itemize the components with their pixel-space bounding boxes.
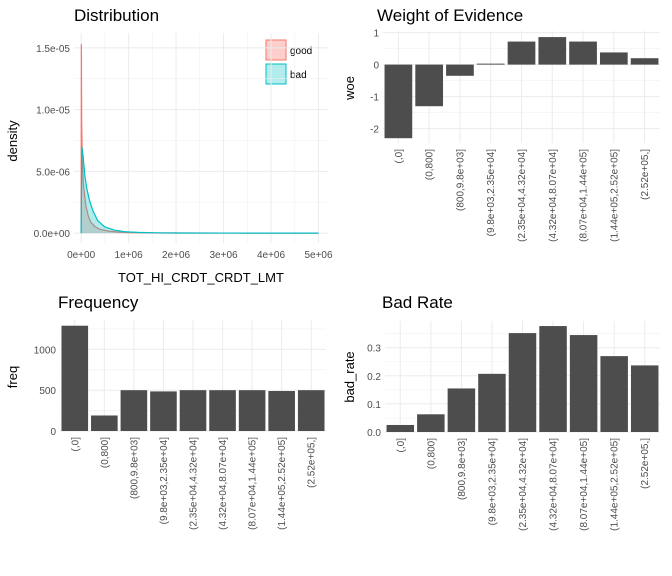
legend-label-bad: bad (290, 70, 307, 81)
woe-bar (630, 58, 659, 65)
bad-rate-bar (508, 333, 537, 432)
woe-bar (538, 37, 567, 65)
frequency-x-tick-label: (2.35e+04,4.32e+04] (189, 437, 200, 530)
woe-x-tick-label: (2.35e+04,4.32e+04] (517, 149, 528, 242)
bad-rate-x-tick-label: (1.44e+05,2.52e+05] (610, 438, 621, 531)
distribution-y-tick-label: 0.0e+00 (34, 229, 71, 240)
distribution-title: Distribution (74, 6, 159, 25)
frequency-bar (238, 390, 266, 431)
bad-rate-x-tick-label: (2.52e+05,] (640, 438, 651, 489)
frequency-x-tick-label: (0,800] (100, 437, 111, 468)
bad-rate-y-tick-label: 0.3 (367, 344, 381, 355)
bad-rate-y-axis-label: bad_rate (342, 351, 357, 402)
bad-rate-y-tick-label: 0.0 (367, 428, 381, 439)
bad-rate-bar (447, 388, 476, 432)
woe-bar (476, 63, 505, 65)
bad-rate-x-tick-label: (0,800] (426, 438, 437, 469)
woe-panel: Weight of Evidence woe -2 -1 0 1 (,0] (0,800]… (342, 6, 660, 242)
bad-rate-x-tick-label: (4.32e+04,8.07e+04] (549, 438, 560, 531)
bad-rate-x-tick-label: (2.35e+04,4.32e+04] (518, 438, 529, 531)
legend-label-good: good (290, 46, 312, 57)
woe-bar (415, 64, 444, 107)
frequency-y-axis-label: freq (5, 366, 20, 388)
frequency-bar (150, 391, 177, 431)
woe-x-tick-label: (8.07e+04,1.44e+05] (579, 149, 590, 242)
frequency-bar (179, 390, 207, 431)
woe-y-tick-label: -1 (370, 93, 379, 104)
distribution-x-tick-label: 4e+06 (257, 250, 286, 261)
bad-rate-x-tick-label: (800,9.8e+03] (457, 438, 468, 500)
distribution-x-tick-label: 2e+06 (162, 250, 191, 261)
woe-x-tick-label: (9.8e+03,2.35e+04] (486, 149, 497, 237)
bad-rate-x-tick-label: (9.8e+03,2.35e+04] (487, 438, 498, 526)
distribution-x-axis-label: TOT_HI_CRDT_CRDT_LMT (118, 270, 284, 285)
woe-bar (384, 64, 413, 139)
woe-y-tick-label: 0 (373, 61, 379, 72)
distribution-grid (74, 33, 328, 243)
woe-x-tick-label: (1.44e+05,2.52e+05] (609, 149, 620, 242)
legend-swatch-bad (265, 63, 287, 85)
frequency-y-tick-label: 500 (39, 386, 56, 397)
bad-rate-bar (539, 326, 567, 432)
frequency-bar (297, 390, 325, 431)
bad-rate-title: Bad Rate (382, 293, 453, 312)
frequency-bar (61, 325, 89, 431)
distribution-y-tick-label: 5.0e-06 (36, 167, 70, 178)
frequency-x-tick-label: (800,9.8e+03] (129, 437, 140, 499)
woe-y-tick-label: -2 (370, 125, 379, 136)
frequency-bar (209, 390, 236, 431)
distribution-y-tick-label: 1.5e-05 (36, 44, 70, 55)
frequency-bar (268, 391, 295, 431)
density-line-bad (80, 146, 319, 234)
legend-swatch-good (265, 39, 287, 61)
distribution-panel: Distribution TOT_HI_CRDT_CRDT_LMT densit… (5, 6, 333, 285)
bad-rate-bar (600, 356, 628, 432)
frequency-title: Frequency (58, 293, 139, 312)
frequency-x-tick-label: (1.44e+05,2.52e+05] (277, 437, 288, 530)
woe-y-tick-label: 1 (373, 29, 379, 40)
bad-rate-bar (630, 365, 659, 432)
distribution-y-axis-label: density (5, 120, 20, 162)
bad-rate-y-tick-label: 0.1 (367, 400, 381, 411)
woe-title: Weight of Evidence (377, 6, 523, 25)
woe-x-tick-label: (,0] (394, 149, 405, 164)
bad-rate-panel: Bad Rate bad_rate 0.0 0.1 0.2 0.3 (,0] (0,800… (342, 293, 660, 531)
woe-bar (569, 41, 597, 65)
bad-rate-x-tick-label: (8.07e+04,1.44e+05] (579, 438, 590, 531)
woe-y-axis-label: woe (342, 76, 357, 101)
frequency-y-tick-label: 1000 (34, 345, 57, 356)
frequency-panel: Frequency freq 0 500 1000 (,0] (0,800] (800,9… (5, 293, 326, 530)
woe-x-tick-label: (800,9.8e+03] (455, 149, 466, 211)
frequency-y-tick-label: 0 (50, 427, 56, 438)
distribution-x-tick-label: 0e+00 (67, 250, 96, 261)
frequency-x-tick-label: (,0] (70, 437, 81, 452)
distribution-x-tick-label: 1e+06 (115, 250, 144, 261)
frequency-x-tick-label: (8.07e+04,1.44e+05] (248, 437, 259, 530)
bad-rate-y-tick-label: 0.2 (367, 372, 381, 383)
woe-x-tick-label: (2.52e+05,] (640, 149, 651, 200)
distribution-x-tick-label: 5e+06 (304, 250, 333, 261)
bad-rate-bar (386, 424, 415, 432)
frequency-bar (120, 390, 148, 431)
bad-rate-bar (478, 373, 506, 432)
frequency-x-tick-label: (4.32e+04,8.07e+04] (218, 437, 229, 530)
woe-x-tick-label: (4.32e+04,8.07e+04] (548, 149, 559, 242)
distribution-x-tick-label: 3e+06 (210, 250, 239, 261)
woe-x-tick-label: (0,800] (425, 149, 436, 180)
bad-rate-bar (569, 335, 598, 432)
woe-bar (599, 52, 628, 65)
frequency-x-tick-label: (9.8e+03,2.35e+04] (159, 437, 170, 525)
frequency-x-tick-label: (2.52e+05,] (307, 437, 318, 488)
bad-rate-x-tick-label: (,0] (396, 438, 407, 453)
distribution-legend: good bad (265, 39, 312, 85)
woe-bar (446, 64, 474, 76)
frequency-bar (91, 415, 118, 431)
distribution-y-tick-label: 1.0e-05 (36, 106, 70, 117)
woe-bar (507, 41, 536, 65)
bad-rate-bar (417, 414, 445, 432)
